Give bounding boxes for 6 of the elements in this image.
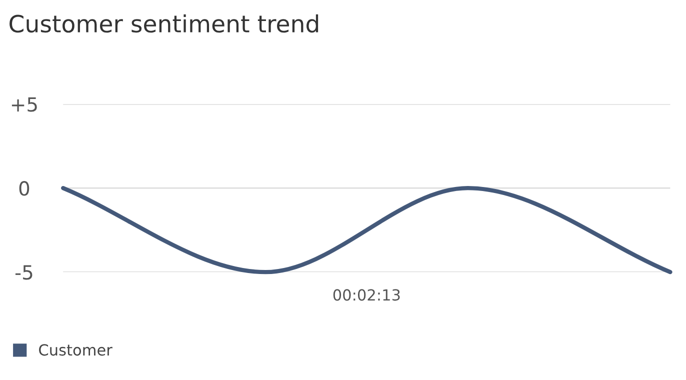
y-tick-label: 0 [19,181,30,196]
chart-title: Customer sentiment trend [10,14,318,33]
legend-label: Customer [39,344,112,356]
text: 00:02:13 [333,289,400,301]
y-tick-label: +5 [12,97,37,112]
y-tick-label: -5 [15,265,32,280]
